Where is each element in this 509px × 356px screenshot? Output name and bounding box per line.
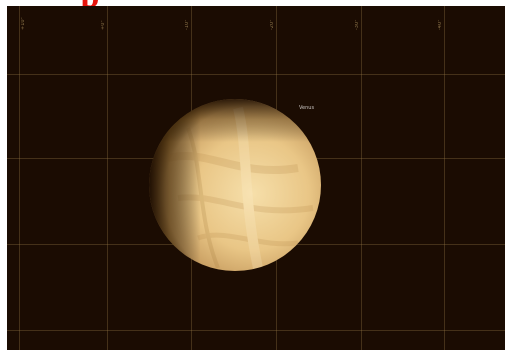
grid-coordinate-label: -10° [185,19,190,30]
grid-coordinate-label: -20° [270,19,275,30]
grid-line [19,6,20,350]
planet-label: Venus [299,105,315,111]
venus-planet-icon[interactable] [148,98,322,272]
header-glyph: p [70,0,110,8]
sky-view[interactable]: +10° +0° -10° -20° -30° -40° Venus [7,6,505,350]
grid-coordinate-label: -30° [355,19,360,30]
grid-line [444,6,445,350]
grid-coordinate-label: -40° [438,19,443,30]
grid-line [7,74,505,75]
grid-coordinate-label: +0° [101,20,106,30]
grid-line [361,6,362,350]
grid-line [7,330,505,331]
grid-coordinate-label: +10° [21,16,26,30]
grid-line [107,6,108,350]
